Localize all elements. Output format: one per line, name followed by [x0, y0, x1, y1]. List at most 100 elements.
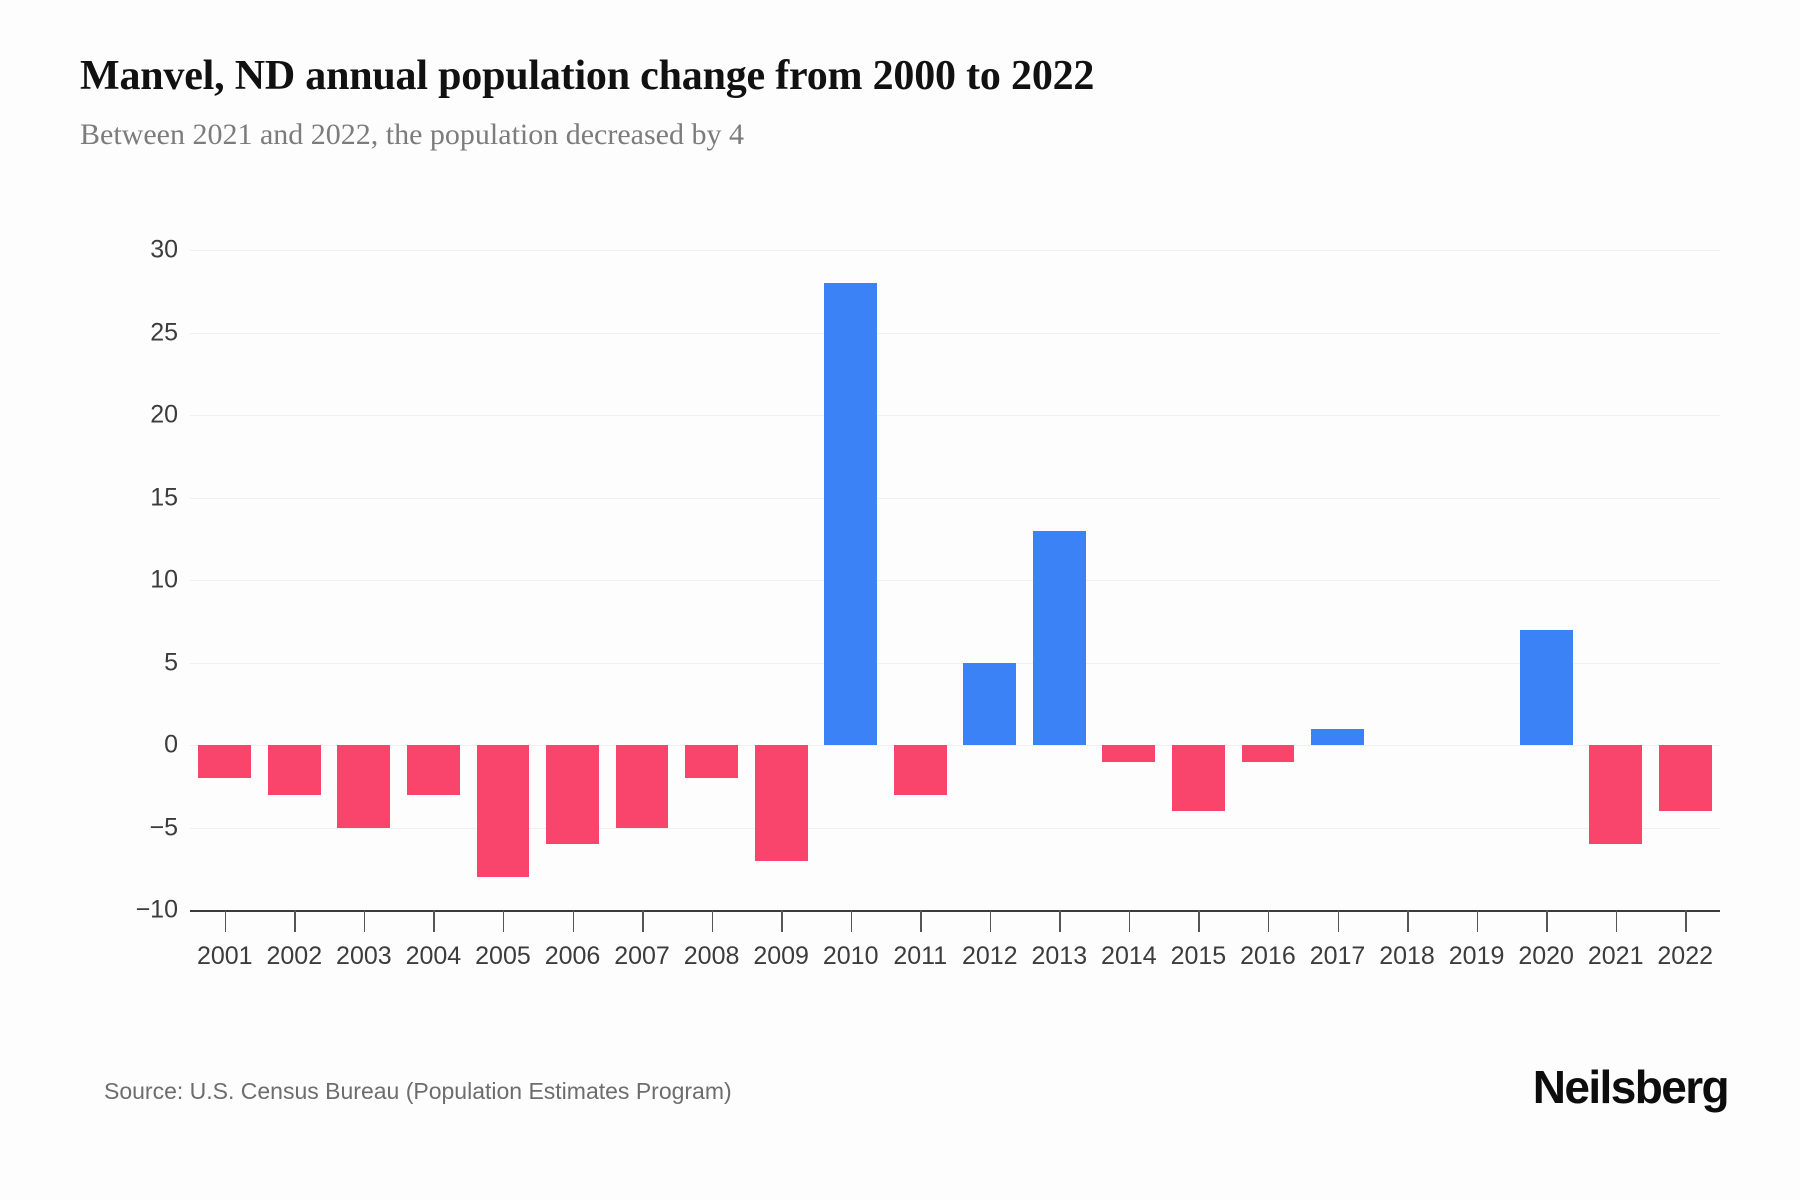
x-tick-label: 2014 [1101, 942, 1157, 970]
x-tick [989, 910, 992, 932]
bar[interactable] [546, 745, 599, 844]
bar[interactable] [1241, 745, 1295, 762]
bars-layer [190, 250, 1720, 910]
x-tick-label: 2004 [405, 942, 462, 970]
x-axis-line [190, 910, 1720, 912]
x-tick [1476, 910, 1479, 932]
bar[interactable] [963, 662, 1017, 745]
bar[interactable] [1519, 629, 1573, 745]
x-tick [433, 910, 435, 932]
bar-slot[interactable] [1303, 250, 1373, 910]
x-tick-label: 2011 [893, 942, 948, 970]
bar[interactable] [1311, 728, 1364, 745]
x-tick [1198, 910, 1200, 932]
chart-header: Manvel, ND annual population change from… [80, 52, 1700, 152]
x-tick-label: 2019 [1448, 942, 1505, 970]
x-tick-label: 2017 [1309, 942, 1366, 970]
bar-slot[interactable] [1511, 250, 1581, 910]
x-tick-label: 2018 [1379, 942, 1435, 970]
bar[interactable] [476, 745, 530, 877]
x-tick [711, 910, 714, 932]
x-axis-ticks [190, 910, 1720, 932]
chart-plot-area: 30 25 20 15 10 5 0 −5 −10 2001 2002 2003 2004 2005 20… [80, 236, 1720, 970]
bar-slot[interactable] [885, 250, 955, 910]
x-tick-label: 2001 [196, 942, 253, 970]
x-tick-label: 2012 [961, 942, 1018, 970]
x-tick [294, 910, 296, 932]
x-tick [1267, 910, 1270, 932]
x-tick [1337, 910, 1339, 932]
x-tick [1546, 910, 1548, 932]
x-tick-label: 2005 [475, 942, 531, 970]
y-tick-label: 30 [150, 235, 178, 264]
gridline [190, 332, 1720, 334]
bar[interactable] [754, 745, 808, 861]
brand-logo: Neilsberg [1532, 1061, 1730, 1113]
bar-slot[interactable] [190, 250, 260, 910]
x-tick-label: 2002 [266, 942, 323, 970]
bar[interactable] [337, 745, 391, 828]
y-axis: 30 25 20 15 10 5 0 −5 −10 [80, 236, 190, 924]
bar[interactable] [615, 745, 669, 828]
x-tick-label: 2016 [1240, 942, 1296, 970]
gridline [190, 415, 1720, 416]
bar-slot[interactable] [1094, 250, 1164, 910]
bar[interactable] [1589, 745, 1643, 844]
chart-subtitle: Between 2021 and 2022, the population de… [80, 118, 744, 151]
x-tick [642, 910, 644, 932]
gridlines [190, 250, 1720, 912]
bar[interactable] [824, 283, 878, 745]
x-tick-label: 2006 [544, 942, 601, 970]
y-tick-label: −5 [149, 813, 178, 841]
bar-slot[interactable] [538, 250, 608, 910]
x-tick-label: 2013 [1031, 942, 1088, 970]
bar-slot[interactable] [677, 250, 747, 910]
bar-slot[interactable] [1581, 250, 1651, 910]
x-tick [224, 910, 227, 932]
bar-slot[interactable] [816, 250, 886, 910]
bar[interactable] [893, 745, 947, 795]
bar-slot[interactable] [1164, 250, 1234, 910]
x-tick-label: 2015 [1170, 942, 1227, 970]
bar-slot[interactable] [260, 250, 330, 910]
x-tick [1615, 910, 1618, 932]
bar-slot[interactable] [955, 250, 1025, 910]
source-note: Source: U.S. Census Bureau (Population E… [104, 1078, 732, 1104]
bar-slot[interactable] [399, 250, 469, 910]
x-tick [850, 910, 853, 932]
bar[interactable] [1658, 745, 1712, 811]
x-tick [781, 910, 783, 932]
bar-slot[interactable] [1233, 250, 1303, 910]
zero-gridline [190, 745, 1720, 746]
x-tick [920, 910, 922, 932]
bar-slot[interactable] [1372, 250, 1442, 910]
x-tick [1685, 910, 1687, 932]
bar[interactable] [1171, 745, 1225, 811]
bar[interactable] [406, 745, 460, 795]
bar-slot[interactable] [468, 250, 538, 910]
x-tick-label: 2022 [1657, 942, 1714, 970]
y-tick-label: −10 [135, 895, 178, 924]
bar[interactable] [198, 745, 252, 778]
bar-slot[interactable] [746, 250, 816, 910]
y-tick-label: 25 [150, 318, 178, 346]
bar[interactable] [685, 745, 738, 778]
y-tick-label: 20 [150, 400, 178, 429]
bar-slot[interactable] [1650, 250, 1720, 910]
page-title: Manvel, ND annual population change from… [80, 53, 1095, 99]
x-tick [1059, 910, 1061, 932]
bar[interactable] [1032, 530, 1086, 745]
bar-slot[interactable] [329, 250, 399, 910]
x-tick [363, 910, 366, 932]
bar[interactable] [267, 745, 321, 795]
bar[interactable] [1102, 745, 1156, 762]
x-tick [502, 910, 505, 932]
y-tick-label: 10 [150, 565, 178, 594]
x-tick-label: 2021 [1587, 942, 1644, 970]
x-tick-label: 2007 [614, 942, 670, 970]
bar-slot[interactable] [1025, 250, 1095, 910]
bar-slot[interactable] [607, 250, 677, 910]
y-tick-label: 0 [164, 730, 178, 759]
bar-slot[interactable] [1442, 250, 1512, 910]
